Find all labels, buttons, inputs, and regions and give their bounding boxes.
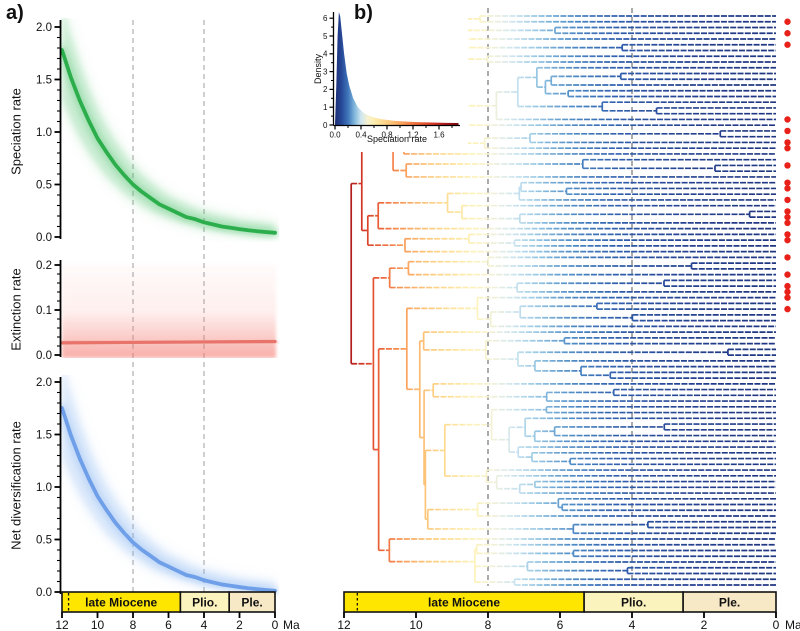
time-unit-label: Ma	[283, 618, 300, 631]
red-tip-marker	[784, 271, 791, 278]
inset-y-tick-label: 1	[323, 103, 328, 112]
red-tip-marker	[784, 219, 791, 227]
x-tick-label: 10	[91, 618, 105, 631]
red-tip-marker	[784, 30, 791, 37]
x-tick-label: 2	[701, 618, 708, 631]
inset-y-tick-label: 3	[323, 67, 328, 76]
inset-x-tick-label: 1.6	[433, 131, 445, 140]
x-tick-label: 12	[55, 618, 69, 631]
y-tick-label: 1.5	[36, 75, 52, 87]
y-tick-label: 0.2	[36, 260, 52, 272]
y-tick-label: 2.0	[36, 377, 52, 389]
y-tick-label: 1.0	[36, 482, 52, 494]
density-inset: 0.0 0.4 0.8 1.2 1.6 0 1 2 3 4 5 6	[298, 0, 468, 152]
red-tip-marker	[784, 179, 791, 186]
net_diversification_rate_through_time-line	[61, 406, 277, 593]
speciation-axis-label: Speciation rate	[8, 88, 24, 175]
epoch-label: late Miocene	[85, 596, 157, 610]
x-tick-label: 4	[629, 618, 636, 631]
red-tip-marker	[784, 305, 791, 313]
speciation_rate_through_time-band	[62, 18, 275, 237]
inset-x-tick-label: 0.0	[329, 131, 341, 140]
red-tip-marker	[784, 236, 791, 244]
red-tip-marker	[784, 196, 791, 204]
y-tick-label: 0.5	[36, 180, 52, 192]
epoch-label: Plio.	[192, 596, 217, 610]
net_diversification_rate_through_time-yaxis: 0.0 0.5 1.0 1.5 2.0	[36, 377, 62, 599]
epoch-label: Plio.	[621, 596, 646, 610]
panel-a-label: a)	[6, 2, 24, 24]
x-tick-label: 4	[201, 618, 208, 631]
red-tip-marker	[784, 162, 791, 169]
density-curve-area	[335, 12, 459, 125]
extinction-rate-line	[61, 339, 277, 345]
speciation_rate_through_time-panel	[61, 18, 279, 238]
y-tick-label: 2.0	[36, 22, 52, 34]
y-tick-label: 1.0	[36, 127, 52, 139]
y-tick-label: 0.0	[36, 350, 52, 362]
red-tip-marker	[784, 116, 791, 123]
red-tip-marker	[784, 213, 791, 221]
inset-y-tick-label: 5	[323, 32, 328, 41]
inset-y-tick-label: 6	[323, 14, 328, 23]
x-tick-label: 8	[485, 618, 492, 631]
red-tip-marker	[784, 288, 791, 296]
x-tick-label: 8	[130, 618, 137, 631]
speciation_rate_through_time-yaxis: 0.0 0.5 1.0 1.5 2.0	[36, 20, 62, 244]
x-tick-label: 0	[272, 618, 279, 631]
netdiv-axis-label: Net diversification rate	[8, 421, 24, 550]
red-tip-marker	[784, 185, 791, 192]
x-tick-label: 0	[773, 618, 780, 631]
x-tick-label: 6	[557, 618, 564, 631]
red-tip-marker	[784, 231, 791, 238]
net_diversification_rate_through_time-band	[62, 375, 275, 592]
y-tick-label: 0.5	[36, 535, 52, 547]
red-tip-marker	[784, 208, 791, 215]
red-tip-marker	[784, 127, 791, 135]
epoch-label: Ple.	[719, 596, 740, 610]
epoch-segment	[682, 591, 777, 613]
time-scale-b: late Miocene Plio. Ple. 12 10 8 6 4 2 0 Ma	[337, 591, 800, 631]
red-tip-marker	[784, 41, 791, 48]
net_diversification_rate_through_time-panel	[61, 375, 279, 595]
inset-background	[298, 0, 468, 152]
density-axis-label: Density	[313, 54, 323, 85]
inset-x-tick-label: 0.4	[355, 131, 367, 140]
phylogenetic-tree	[350, 15, 776, 586]
panel-b-label: b)	[354, 2, 373, 24]
red-tip-marker	[784, 18, 791, 25]
y-tick-label: 0.0	[36, 587, 52, 599]
inset-x-tick-label: 1.2	[407, 131, 419, 140]
red-tip-marker	[784, 282, 791, 290]
time-unit-label: Ma	[785, 618, 800, 631]
extinction-axis-label: Extinction rate	[8, 268, 24, 351]
x-tick-label: 2	[236, 618, 243, 631]
epoch-label: Ple.	[241, 596, 262, 610]
epoch-segment	[228, 591, 276, 613]
inset-y-tick-label: 4	[323, 50, 328, 59]
density-xaxis-label: Speciation rate	[366, 134, 428, 144]
y-tick-label: 1.5	[36, 430, 52, 442]
x-tick-label: 6	[165, 618, 172, 631]
speciation_rate_through_time-line	[61, 48, 277, 235]
red-tip-marker	[784, 144, 791, 152]
inset-x-tick-label: 0.8	[381, 131, 393, 140]
red-tip-marker	[784, 139, 791, 146]
x-tick-label: 12	[337, 618, 351, 631]
x-tick-label: 10	[409, 618, 423, 631]
extinction_rate_through_time-panel	[61, 265, 279, 358]
epoch-label: late Miocene	[428, 596, 500, 610]
y-tick-label: 0.0	[36, 232, 52, 244]
inset-y-tick-label: 2	[323, 85, 328, 94]
inset-y-tick-label: 0	[323, 121, 328, 130]
red-tip-markers	[784, 18, 791, 313]
extinction_rate_through_time-yaxis: 0.0 0.1 0.2	[36, 260, 62, 362]
y-tick-label: 0.1	[36, 305, 52, 317]
time-scale-a: late Miocene Plio. Ple. 12 10 8 6 4 2 0 Ma	[55, 591, 300, 631]
red-tip-marker	[784, 294, 791, 301]
red-tip-marker	[784, 254, 791, 261]
